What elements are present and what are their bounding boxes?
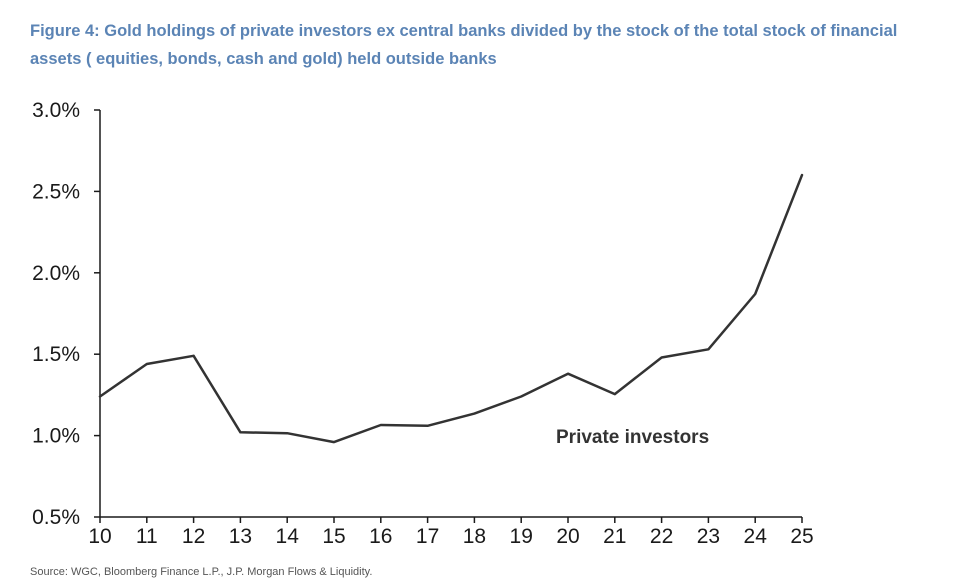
x-tick-label: 16 bbox=[369, 525, 392, 548]
y-tick-label: 2.5% bbox=[32, 180, 80, 203]
x-tick-label: 24 bbox=[744, 525, 768, 548]
x-tick-label: 11 bbox=[136, 525, 158, 548]
x-tick-label: 15 bbox=[322, 525, 345, 548]
y-tick-label: 0.5% bbox=[32, 506, 80, 529]
series-label: Private investors bbox=[556, 427, 709, 448]
y-tick-label: 1.0% bbox=[32, 425, 80, 448]
x-tick-label: 19 bbox=[510, 525, 533, 548]
x-tick-label: 12 bbox=[182, 525, 205, 548]
y-tick-label: 1.5% bbox=[32, 343, 80, 366]
chart-title: Figure 4: Gold holdings of private inves… bbox=[30, 22, 898, 68]
x-tick-label: 22 bbox=[650, 525, 673, 548]
y-tick-label: 3.0% bbox=[32, 99, 80, 122]
x-tick-label: 17 bbox=[416, 525, 439, 548]
x-tick-label: 25 bbox=[790, 525, 813, 548]
x-tick-label: 14 bbox=[276, 525, 300, 548]
x-tick-label: 10 bbox=[88, 525, 111, 548]
x-tick-label: 18 bbox=[463, 525, 486, 548]
x-tick-label: 23 bbox=[697, 525, 720, 548]
x-tick-label: 13 bbox=[229, 525, 252, 548]
source-note: Source: WGC, Bloomberg Finance L.P., J.P… bbox=[30, 566, 373, 578]
y-axis: 0.5% 1.0% 1.5% 2.0% 2.5% 3.0% bbox=[32, 99, 101, 529]
x-axis: 10 11 12 13 14 15 16 17 18 19 20 21 22 23 24 25 bbox=[88, 516, 814, 548]
series-group: Private investors bbox=[98, 173, 804, 448]
x-tick-label: 21 bbox=[603, 525, 626, 548]
x-tick-label: 20 bbox=[556, 525, 579, 548]
series-line-private-investors bbox=[98, 173, 804, 444]
y-tick-label: 2.0% bbox=[32, 262, 80, 285]
